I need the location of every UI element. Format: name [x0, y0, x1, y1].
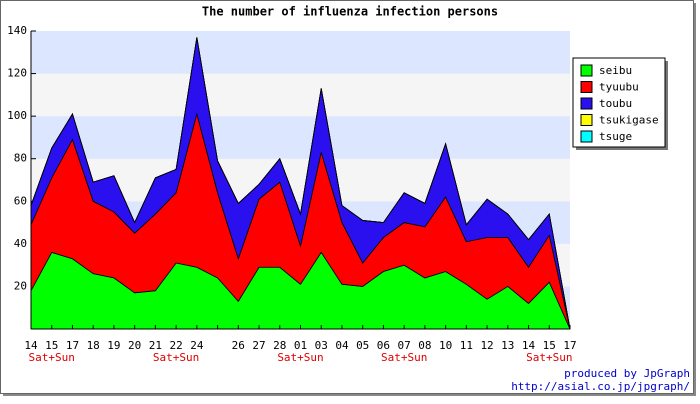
x-tick-label: 14 — [24, 339, 38, 352]
legend-swatch — [580, 64, 593, 77]
x-sublabel: Sat+Sun — [277, 351, 323, 364]
x-tick-label: 20 — [128, 339, 141, 352]
x-tick-label: 17 — [66, 339, 79, 352]
x-tick-label: 21 — [149, 339, 162, 352]
y-tick-label: 140 — [7, 24, 27, 37]
x-tick-label: 18 — [87, 339, 100, 352]
legend-swatch — [580, 81, 593, 93]
y-tick-label: 40 — [14, 237, 27, 250]
grid-band — [31, 31, 570, 74]
grid-band — [31, 116, 570, 159]
x-tick-label: 13 — [501, 339, 514, 352]
y-tick-label: 100 — [7, 109, 27, 122]
x-tick-label: 12 — [480, 339, 493, 352]
credit: http://asial.co.jp/jpgraph/ — [511, 380, 690, 393]
x-tick-label: 11 — [460, 339, 473, 352]
y-tick-label: 120 — [7, 67, 27, 80]
x-sublabel: Sat+Sun — [29, 351, 75, 364]
legend-label: tyuubu — [599, 81, 639, 94]
x-tick-label: 01 — [294, 339, 307, 352]
y-tick-label: 60 — [14, 194, 27, 207]
legend-label: toubu — [599, 97, 632, 110]
x-tick-label: 03 — [315, 339, 328, 352]
legend-swatch — [580, 97, 593, 110]
x-tick-label: 22 — [169, 339, 182, 352]
x-tick-label: 19 — [107, 339, 120, 352]
legend-label: tsuge — [599, 130, 632, 143]
x-tick-label: 14 — [522, 339, 536, 352]
x-tick-label: 06 — [377, 339, 390, 352]
x-tick-label: 10 — [439, 339, 452, 352]
credit: produced by JpGraph — [564, 367, 690, 380]
x-sublabel: Sat+Sun — [381, 351, 427, 364]
x-sublabel: Sat+Sun — [153, 351, 199, 364]
legend-label: seibu — [599, 64, 632, 77]
x-tick-label: 07 — [398, 339, 411, 352]
grid-band — [31, 73, 570, 117]
x-tick-label: 04 — [335, 339, 349, 352]
x-tick-label: 05 — [356, 339, 369, 352]
legend-label: tsukigase — [599, 114, 659, 127]
x-tick-label: 24 — [190, 339, 204, 352]
x-tick-label: 27 — [252, 339, 265, 352]
x-tick-label: 17 — [563, 339, 576, 352]
x-sublabel: Sat+Sun — [526, 351, 572, 364]
x-tick-label: 26 — [232, 339, 245, 352]
x-tick-label: 15 — [45, 339, 58, 352]
x-tick-label: 15 — [543, 339, 556, 352]
legend-swatch — [580, 114, 593, 126]
x-tick-label: 08 — [418, 339, 431, 352]
y-tick-label: 80 — [14, 152, 27, 165]
chart-title: The number of influenza infection person… — [202, 5, 498, 19]
y-tick-label: 20 — [14, 279, 27, 292]
legend-swatch — [580, 130, 593, 143]
x-tick-label: 28 — [273, 339, 286, 352]
